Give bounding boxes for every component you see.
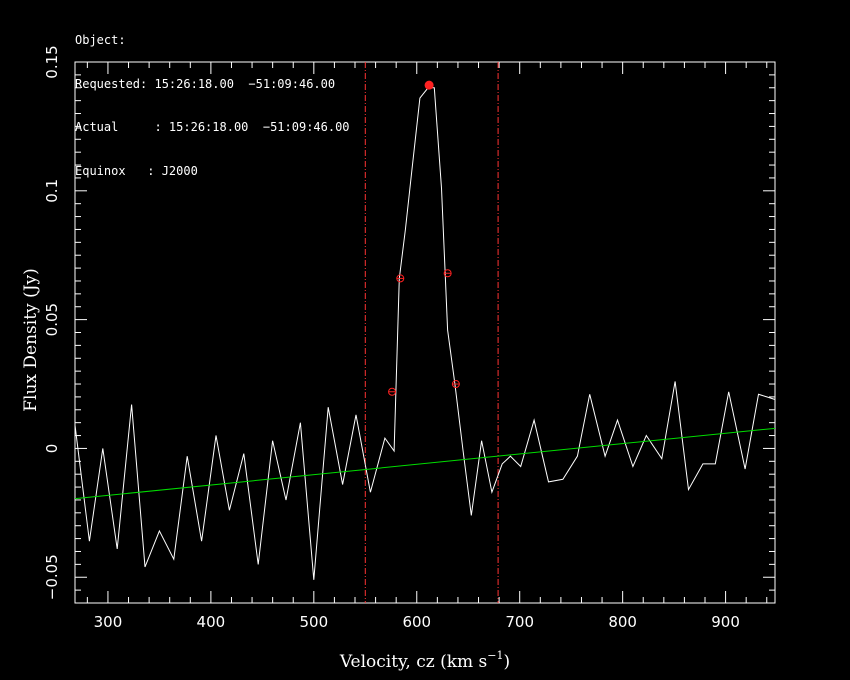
y-tick-label: 0.05 — [43, 303, 61, 336]
x-axis-title: Velocity, cz (km s−1) — [339, 649, 510, 672]
header-requested: Requested: 15:26:18.00 −51:09:46.00 — [75, 76, 336, 91]
plot-frame — [74, 61, 776, 604]
x-tick-label: 300 — [94, 613, 123, 631]
x-axis-title-close: ) — [504, 652, 511, 672]
header-object: Object: — [75, 33, 126, 47]
y-tick-label: 0.15 — [43, 45, 61, 78]
x-axis-title-main: Velocity, cz (km s — [339, 652, 487, 672]
x-tick-label: 500 — [300, 613, 329, 631]
y-axis-title: Flux Density (Jy) — [21, 268, 41, 412]
header-actual: Actual : 15:26:18.00 −51:09:46.00 — [75, 120, 350, 134]
x-axis-title-sup: −1 — [487, 649, 503, 662]
x-tick-label: 700 — [505, 613, 534, 631]
x-tick-label: 600 — [402, 613, 431, 631]
header-block: Object: Requested: 15:26:18.00 −51:09:46… — [75, 4, 350, 193]
y-tick-label: 0.1 — [43, 179, 61, 203]
y-tick-label: −0.05 — [43, 554, 61, 600]
header-equinox: Equinox : J2000 — [75, 163, 198, 178]
x-tick-label: 800 — [608, 613, 637, 631]
x-tick-label: 900 — [711, 613, 740, 631]
peak-marker — [424, 80, 434, 90]
x-tick-label: 400 — [197, 613, 226, 631]
y-tick-label: 0 — [43, 444, 61, 454]
spectrum-line — [74, 87, 776, 580]
baseline-fit-line — [74, 427, 776, 500]
